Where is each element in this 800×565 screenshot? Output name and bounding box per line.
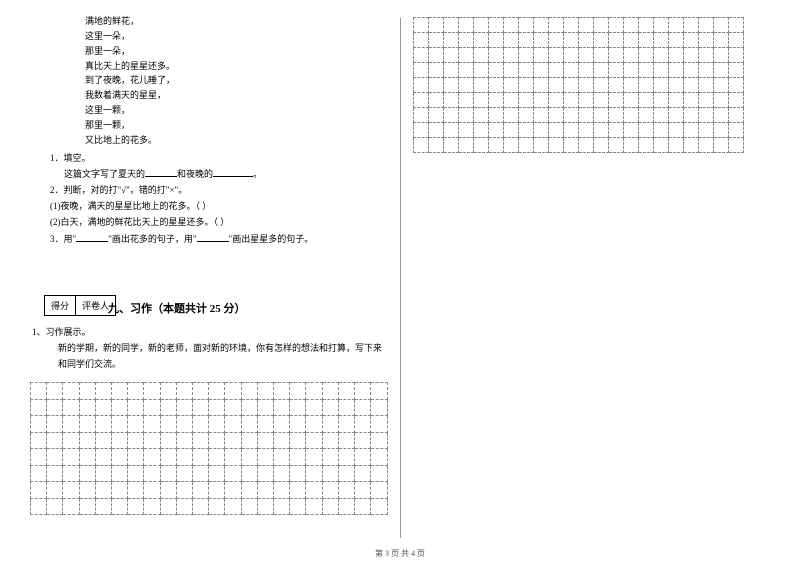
blank-field[interactable]	[145, 167, 177, 177]
q2-item-1: (1)夜晚，满天的星星比地上的花多。（ ）	[50, 198, 388, 214]
blank-field[interactable]	[197, 232, 229, 242]
poem-line: 那里一颗，	[85, 118, 388, 133]
poem-line: 这里一颗，	[85, 103, 388, 118]
essay-prompt: 新的学期，新的同学，新的老师，面对新的环境，你有怎样的想法和打​算，写下来和同学…	[58, 340, 388, 372]
q1-label: 1．填空。	[50, 150, 388, 166]
score-cell-points: 得分	[44, 295, 76, 316]
writing-grid-right-container	[413, 17, 771, 153]
q1-text-b: 和夜晚的	[177, 169, 213, 179]
poem-line: 真比天上的星星还多。	[85, 59, 388, 74]
essay-block: 1、习作展示。 新的学期，新的同学，新的老师，面对新的环境，你有怎样的想法和打​…	[32, 324, 388, 373]
page-container: 满地的鲜花， 这里一朵， 那里一朵， 真比天上的星星还多。 到了夜晚，花儿睡了，…	[0, 0, 800, 540]
q3-c: "画出星星多的句子。	[229, 234, 314, 244]
page-footer: 第 3 页 共 4 页	[0, 548, 800, 559]
poem-line: 到了夜晚，花儿睡了，	[85, 73, 388, 88]
q2-label: 2．判断，对的打"√"，错的打"×"。	[50, 182, 388, 198]
poem-line: 那里一朵，	[85, 44, 388, 59]
poem-line: 又比地上的花多。	[85, 133, 388, 148]
poem-line: 满地的鲜花，	[85, 14, 388, 29]
section-title: 九、习作（本题共计 25 分）	[108, 300, 388, 316]
q3-line: 3．用" "画出花多的句子，用" "画出星星多的句子。	[50, 231, 388, 247]
q1-text-c: 。	[253, 169, 262, 179]
q2-item-2: (2)白天，满地的鲜花比天上的星星还多。（ ）	[50, 214, 388, 230]
q1-line: 这篇文字写了夏天的 和夜晚的 。	[64, 166, 388, 182]
questions-block: 1．填空。 这篇文字写了夏天的 和夜晚的 。 2．判断，对的打"√"，错的打"×"。…	[50, 150, 388, 247]
blank-field[interactable]	[76, 232, 108, 242]
q3-a: 3．用"	[50, 234, 76, 244]
q1-text-a: 这篇文字写了夏天的	[64, 169, 145, 179]
poem-block: 满地的鲜花， 这里一朵， 那里一朵， 真比天上的星星还多。 到了夜晚，花儿睡了，…	[85, 14, 388, 148]
writing-grid-right[interactable]	[413, 17, 744, 153]
right-column	[401, 14, 771, 540]
poem-line: 我数着满天的星星，	[85, 88, 388, 103]
blank-field[interactable]	[213, 167, 253, 177]
writing-grid-left[interactable]	[30, 382, 388, 515]
essay-label: 1、习作展示。	[32, 324, 388, 340]
q3-b: "画出花多的句子，用"	[108, 234, 196, 244]
poem-line: 这里一朵，	[85, 29, 388, 44]
left-column: 满地的鲜花， 这里一朵， 那里一朵， 真比天上的星星还多。 到了夜晚，花儿睡了，…	[30, 14, 400, 540]
writing-grid-left-container	[30, 382, 388, 515]
